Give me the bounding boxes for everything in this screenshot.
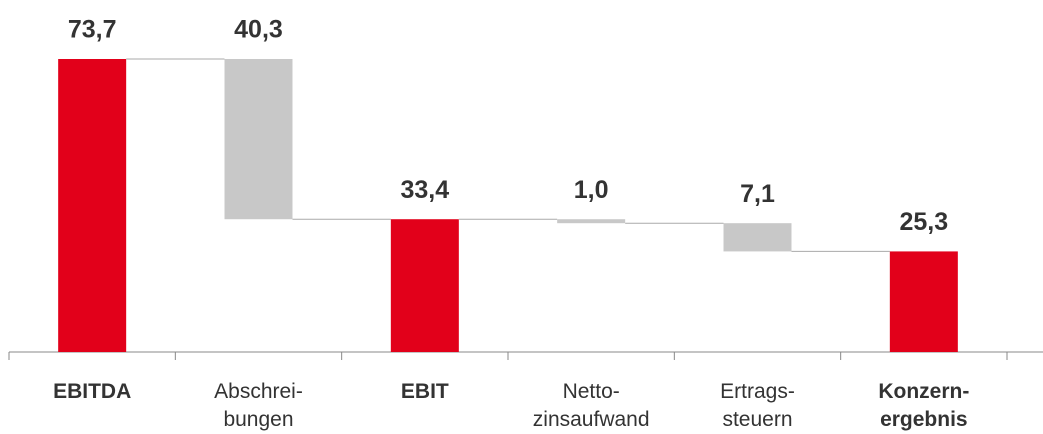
x-tick-label: EBIT <box>401 380 449 403</box>
x-tick-label: Abschrei-bungen <box>214 380 303 431</box>
x-tick-label: EBITDA <box>53 380 131 403</box>
data-label: 1,0 <box>574 176 609 204</box>
bar <box>390 219 459 352</box>
data-label: 25,3 <box>899 208 948 236</box>
bar <box>723 223 792 252</box>
data-label: 73,7 <box>68 16 117 44</box>
bar <box>889 251 958 352</box>
x-tick-label: Netto-zinsaufwand <box>533 380 650 431</box>
data-label: 40,3 <box>234 16 283 44</box>
data-label: 7,1 <box>740 180 775 208</box>
bar <box>58 59 127 352</box>
data-label: 33,4 <box>400 176 449 204</box>
x-tick-label: Ertrags-steuern <box>720 380 795 431</box>
x-tick-label: Konzern-ergebnis <box>878 380 969 431</box>
bar <box>557 219 626 224</box>
bar <box>224 59 293 220</box>
